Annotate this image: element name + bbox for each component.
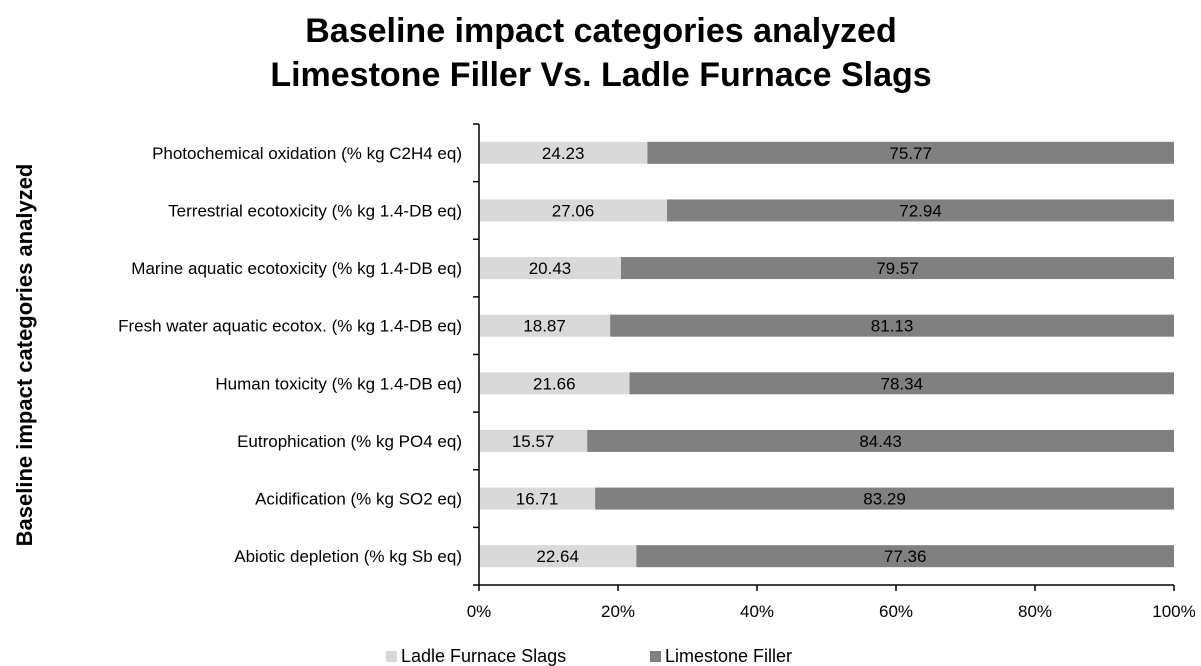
bar-limestone-filler [636, 545, 1174, 568]
x-tick-label: 20% [601, 602, 635, 621]
bar-ladle-furnace-slags [479, 372, 630, 395]
legend-swatch-limestone-filler [650, 651, 661, 662]
x-tick-label: 0% [467, 602, 492, 621]
category-label: Eutrophication (% kg PO4 eq) [237, 432, 462, 451]
data-label: 27.06 [552, 201, 595, 220]
data-label: 20.43 [529, 259, 572, 278]
legend-swatch-ladle-furnace-slags [386, 651, 397, 662]
data-label: 22.64 [536, 547, 579, 566]
plot-area: 24.23 75.77 Photochemical oxidation (% kg … [118, 123, 1196, 621]
x-tick-label: 40% [740, 602, 774, 621]
data-label: 79.57 [876, 259, 919, 278]
bar-ladle-furnace-slags [479, 429, 588, 452]
chart-title-line-2: Limestone Filler Vs. Ladle Furnace Slags [270, 56, 931, 94]
x-tick-label: 80% [1018, 602, 1052, 621]
bar-ladle-furnace-slags [479, 199, 668, 222]
data-label: 24.23 [542, 144, 585, 163]
data-label: 18.87 [523, 317, 566, 336]
x-tick-label: 60% [879, 602, 913, 621]
bar-ladle-furnace-slags [479, 141, 648, 164]
bar-ladle-furnace-slags [479, 257, 621, 280]
bar-limestone-filler [647, 141, 1174, 164]
data-label: 84.43 [859, 432, 902, 451]
data-label: 81.13 [871, 317, 914, 336]
data-label: 78.34 [880, 374, 923, 393]
y-axis-label: Baseline impact categories analyzed [12, 164, 37, 547]
legend-label-limestone-filler: Limestone Filler [665, 646, 792, 666]
data-label: 15.57 [512, 432, 555, 451]
category-label: Marine aquatic ecotoxicity (% kg 1.4-DB … [131, 259, 462, 278]
bar-limestone-filler [610, 314, 1174, 337]
data-label: 16.71 [516, 490, 559, 509]
x-tick-label: 100% [1152, 602, 1195, 621]
bar-limestone-filler [667, 199, 1174, 222]
category-label: Acidification (% kg SO2 eq) [255, 490, 462, 509]
legend: Ladle Furnace Slags Limestone Filler [386, 646, 792, 666]
category-label: Fresh water aquatic ecotox. (% kg 1.4-DB… [118, 317, 462, 336]
data-label: 83.29 [863, 490, 906, 509]
category-label: Abiotic depletion (% kg Sb eq) [234, 547, 462, 566]
data-label: 72.94 [899, 201, 942, 220]
bar-limestone-filler [629, 372, 1174, 395]
bar-limestone-filler [595, 487, 1174, 510]
category-label: Terrestrial ecotoxicity (% kg 1.4-DB eq) [168, 201, 462, 220]
bar-ladle-furnace-slags [479, 314, 611, 337]
bar-ladle-furnace-slags [479, 487, 596, 510]
legend-label-ladle-furnace-slags: Ladle Furnace Slags [401, 646, 566, 666]
chart-title-line-1: Baseline impact categories analyzed [305, 12, 896, 50]
data-label: 77.36 [884, 547, 927, 566]
bar-ladle-furnace-slags [479, 545, 637, 568]
bar-limestone-filler [620, 257, 1174, 280]
data-label: 75.77 [889, 144, 932, 163]
bar-limestone-filler [587, 429, 1174, 452]
data-label: 21.66 [533, 374, 576, 393]
category-label: Photochemical oxidation (% kg C2H4 eq) [152, 144, 462, 163]
category-label: Human toxicity (% kg 1.4-DB eq) [215, 374, 462, 393]
